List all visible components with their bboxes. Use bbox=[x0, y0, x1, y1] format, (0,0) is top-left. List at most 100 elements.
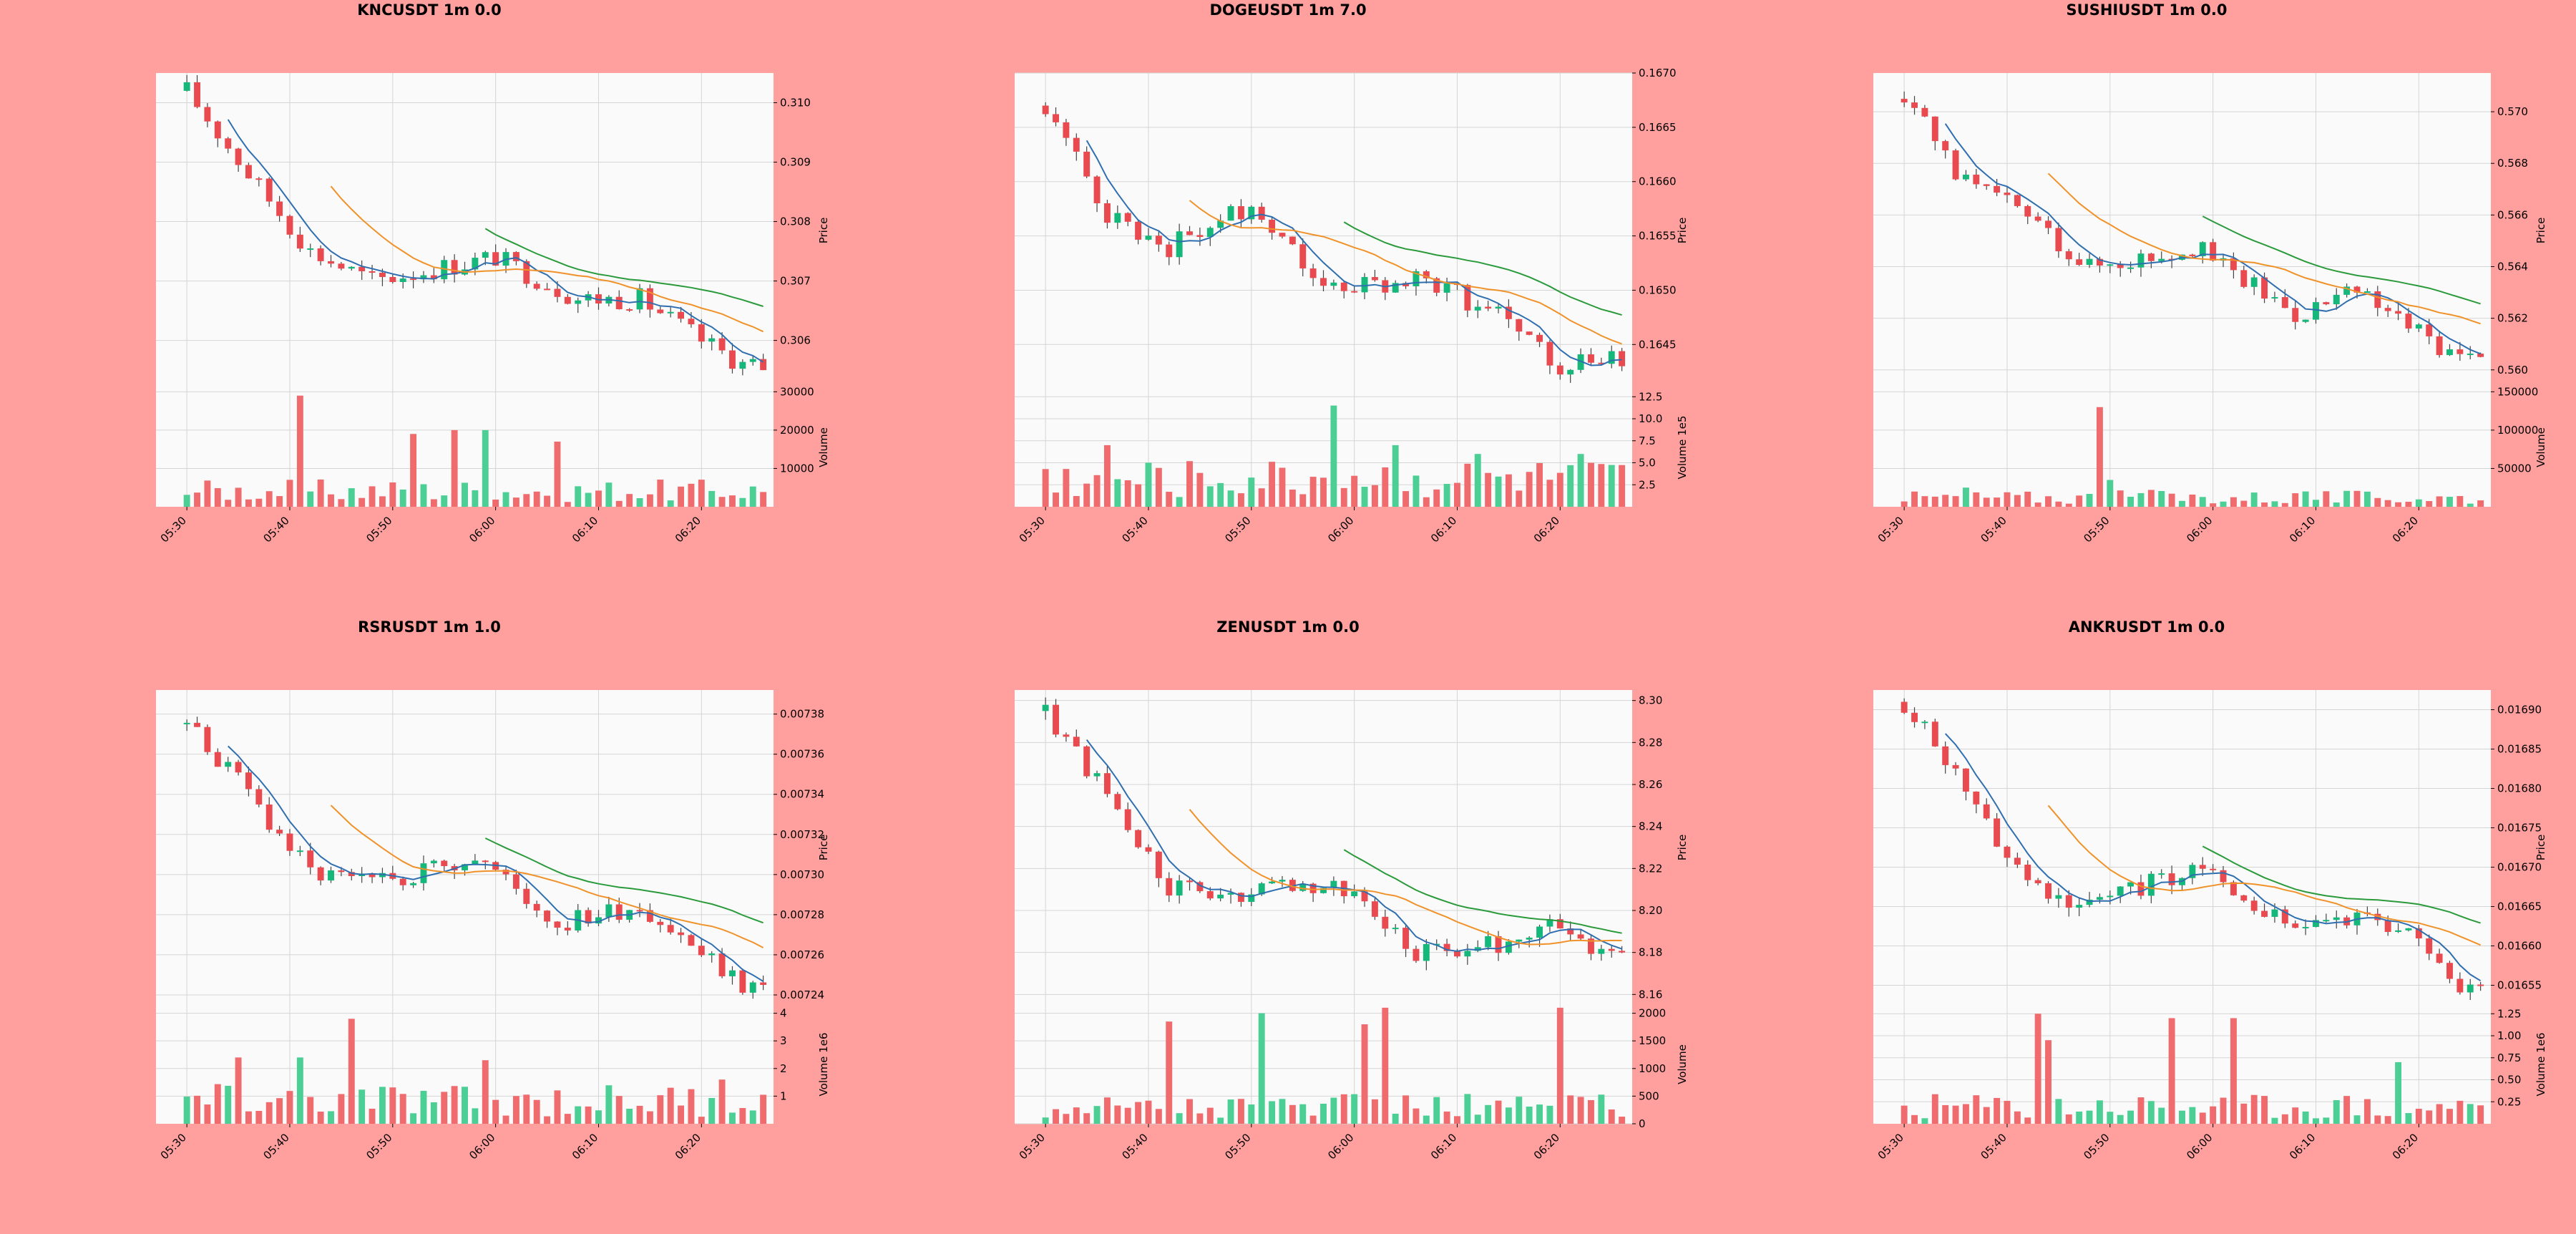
volume-bar bbox=[2117, 490, 2124, 507]
volume-bar bbox=[2107, 1112, 2114, 1124]
chart-panel: ANKRUSDT 1m 0.0 0.01655 0.01660 0.01665 0.01… bbox=[1717, 617, 2576, 1234]
candle-body bbox=[575, 300, 582, 304]
volume-bar bbox=[575, 486, 582, 507]
volume-bar bbox=[2446, 497, 2453, 507]
candle-body bbox=[296, 850, 303, 852]
volume-bar bbox=[2230, 1018, 2237, 1124]
volume-bar bbox=[2343, 1096, 2351, 1124]
volume-bar bbox=[451, 429, 458, 507]
volume-bar bbox=[430, 1102, 437, 1124]
candle-body bbox=[1135, 221, 1142, 240]
candle-body bbox=[2014, 858, 2021, 865]
candle-body bbox=[2127, 267, 2135, 269]
candle-body bbox=[276, 830, 283, 834]
volume-axis-label: Volume 1e6 bbox=[2534, 1033, 2547, 1097]
price-plot-area bbox=[1015, 73, 1632, 388]
volume-bar bbox=[2055, 1099, 2062, 1124]
volume-tick-label: 12.5 bbox=[1639, 390, 1662, 403]
candle-body bbox=[225, 762, 232, 767]
candle-body bbox=[2250, 277, 2258, 287]
volume-bar bbox=[2374, 497, 2381, 507]
candle-body bbox=[2076, 905, 2083, 908]
time-tick-label: 05:40 bbox=[261, 514, 292, 545]
candle-body bbox=[2415, 928, 2422, 939]
volume-bar bbox=[1921, 496, 1928, 507]
volume-bar bbox=[2179, 500, 2185, 507]
volume-bar bbox=[1921, 1118, 1928, 1124]
candle-body bbox=[749, 982, 756, 993]
candle-body bbox=[2086, 899, 2093, 905]
volume-bar bbox=[1505, 1107, 1512, 1124]
volume-axis-label: Volume bbox=[817, 427, 830, 467]
time-tick-label: 05:30 bbox=[158, 514, 189, 545]
candle-body bbox=[317, 248, 324, 261]
chart-title: ZENUSDT 1m 0.0 bbox=[1216, 618, 1360, 636]
volume-bar bbox=[512, 1096, 519, 1124]
volume-bar bbox=[595, 490, 602, 507]
volume-bar bbox=[399, 489, 406, 507]
volume-bar bbox=[2281, 502, 2288, 507]
candle-body bbox=[512, 252, 519, 261]
volume-bar bbox=[2405, 502, 2412, 507]
candle-body bbox=[1495, 306, 1502, 309]
price-tick-label: 0.01670 bbox=[2497, 861, 2542, 874]
candle-body bbox=[2117, 886, 2124, 896]
volume-bar bbox=[2446, 1109, 2453, 1124]
candle-body bbox=[1962, 768, 1969, 792]
volume-bar bbox=[2220, 1097, 2227, 1124]
candle-body bbox=[1983, 184, 1990, 186]
candle-body bbox=[1567, 369, 1574, 375]
candle-body bbox=[338, 263, 345, 269]
candle-body bbox=[1114, 794, 1121, 810]
chart-title: DOGEUSDT 1m 7.0 bbox=[1209, 1, 1367, 19]
ma-mid-line bbox=[2047, 173, 2481, 325]
candle-body bbox=[1248, 206, 1255, 220]
candle-body bbox=[194, 82, 200, 107]
volume-bar bbox=[708, 490, 716, 507]
volume-bar bbox=[1269, 1101, 1276, 1124]
time-tick-label: 06:10 bbox=[570, 1131, 600, 1162]
volume-bar bbox=[1495, 1100, 1502, 1124]
candle-body bbox=[1063, 734, 1070, 737]
volume-bar bbox=[1248, 1104, 1255, 1124]
volume-bar bbox=[2343, 490, 2351, 507]
candle-body bbox=[1073, 737, 1080, 747]
candle-body bbox=[595, 294, 602, 304]
candle-body bbox=[1443, 943, 1450, 951]
volume-tick-label: 1500 bbox=[1639, 1034, 1666, 1047]
time-tick-label: 06:20 bbox=[2390, 1131, 2421, 1162]
volume-bar bbox=[1361, 1024, 1368, 1124]
candle-body bbox=[1536, 334, 1543, 342]
candle-body bbox=[1901, 99, 1908, 103]
candle-body bbox=[328, 261, 334, 264]
volume-bar bbox=[760, 492, 767, 507]
candle-body bbox=[1371, 277, 1378, 281]
price-tick-label: 0.1660 bbox=[1639, 175, 1677, 188]
volume-bar bbox=[1588, 1099, 1594, 1124]
chart-panel: SUSHIUSDT 1m 0.0 0.560 0.562 0.564 0.566 0.56… bbox=[1717, 0, 2576, 617]
volume-bar bbox=[512, 497, 519, 507]
candle-body bbox=[204, 727, 211, 752]
volume-bar bbox=[2004, 1100, 2011, 1124]
volume-bar bbox=[2477, 500, 2484, 507]
volume-tick-label: 2000 bbox=[1639, 1007, 1666, 1020]
candle-body bbox=[739, 361, 746, 369]
candle-body bbox=[544, 910, 551, 922]
candle-body bbox=[2199, 242, 2206, 256]
ma-short-line bbox=[1944, 733, 2482, 982]
candle-body bbox=[1402, 283, 1410, 286]
price-tick-label: 0.00730 bbox=[780, 868, 824, 881]
candle-body bbox=[718, 338, 726, 351]
volume-bar bbox=[564, 502, 571, 507]
volume-bar bbox=[1279, 1099, 1286, 1124]
volume-bar bbox=[1485, 472, 1492, 507]
volume-bar bbox=[2436, 496, 2443, 507]
candle-body bbox=[2045, 883, 2051, 899]
volume-bar bbox=[605, 482, 613, 507]
candle-body bbox=[2210, 242, 2217, 261]
volume-bar bbox=[1942, 1104, 1949, 1124]
volume-bar bbox=[729, 495, 736, 507]
volume-bar bbox=[657, 480, 664, 507]
candle-body bbox=[2313, 302, 2319, 320]
candle-body bbox=[2220, 870, 2227, 883]
